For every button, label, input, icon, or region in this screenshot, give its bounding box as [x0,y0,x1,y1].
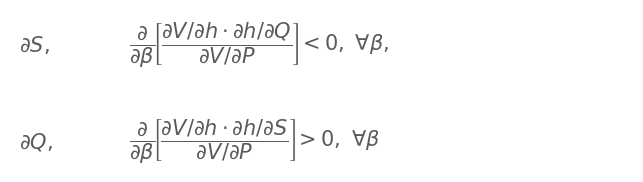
Text: $\dfrac{\partial}{\partial\beta}\!\left[\dfrac{\partial V/\partial h \cdot \part: $\dfrac{\partial}{\partial\beta}\!\left[… [129,118,380,166]
Text: $\partial Q,$: $\partial Q,$ [19,131,53,153]
Text: $\dfrac{\partial}{\partial\beta}\!\left[\dfrac{\partial V/\partial h \cdot \part: $\dfrac{\partial}{\partial\beta}\!\left[… [129,21,388,70]
Text: $\partial S,$: $\partial S,$ [19,35,50,56]
